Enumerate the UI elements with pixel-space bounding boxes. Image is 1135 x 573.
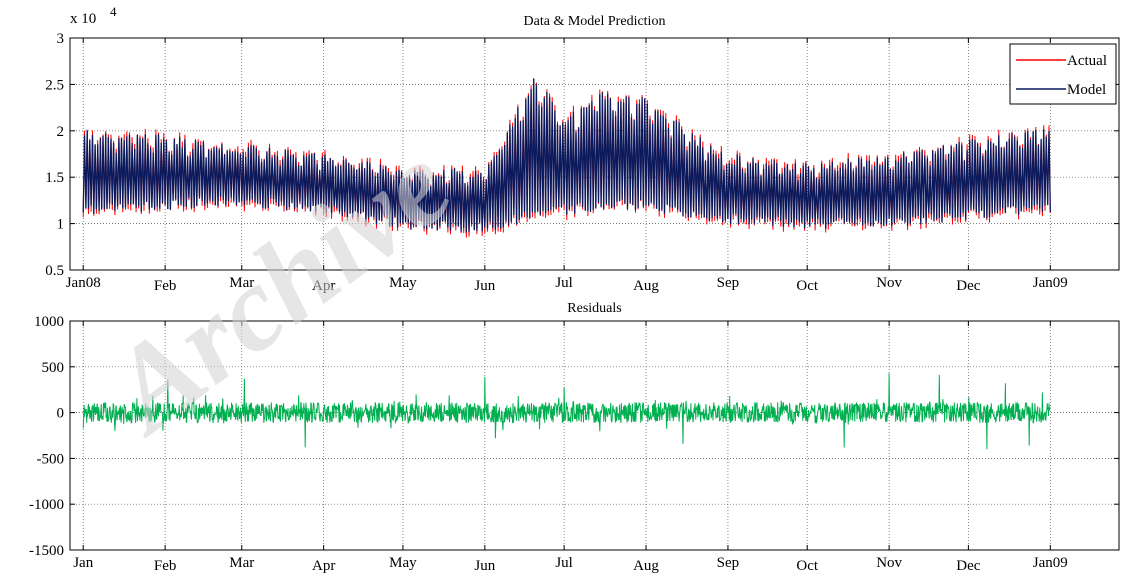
y-tick-label: 1	[57, 217, 65, 233]
prediction-chart: Jan08 Feb Mar Apr May Jun Jul Aug Sep Oct Nov Dec Ja…	[45, 4, 1120, 294]
prediction-ticks: Jan08 Feb Mar Apr May Jun Jul Aug Sep Oct Nov Dec Ja…	[45, 31, 1119, 294]
x-tick-label: Jun	[474, 558, 495, 573]
x-tick-label: Mar	[229, 555, 254, 571]
x-tick-label: Dec	[956, 558, 980, 573]
legend-label-actual: Actual	[1067, 53, 1107, 69]
y-tick-label: 3	[57, 31, 65, 47]
prediction-axes-frame	[69, 37, 1120, 271]
prediction-title: Data & Model Prediction	[524, 14, 666, 29]
residuals-plot-area	[70, 321, 1119, 550]
x-tick-label: Jul	[555, 555, 573, 571]
y-tick-label: -1500	[29, 543, 64, 559]
x-tick-label: Sep	[717, 275, 740, 291]
x-tick-label: Feb	[154, 278, 177, 294]
residuals-title: Residuals	[567, 301, 621, 316]
x-tick-label: Jul	[555, 275, 573, 291]
y-tick-label: 0	[57, 406, 65, 422]
series-line-actual	[82, 78, 1051, 238]
x-tick-label: Jun	[474, 278, 495, 294]
legend-label-model: Model	[1067, 82, 1106, 98]
y-tick-label: 1000	[34, 314, 64, 330]
series-line-model	[82, 78, 1051, 233]
y-tick-label: -1000	[29, 497, 64, 513]
x-tick-label: Nov	[876, 275, 902, 291]
x-tick-label: Apr	[312, 558, 335, 573]
x-tick-label: Feb	[154, 558, 177, 573]
x-tick-label: Oct	[796, 278, 818, 294]
residuals-series-group	[82, 373, 1051, 450]
y-tick-label: -500	[37, 451, 65, 467]
x-tick-label: Mar	[229, 275, 254, 291]
x-tick-label: Sep	[717, 555, 740, 571]
residuals-axes-frame	[69, 320, 1120, 551]
x-tick-label: Aug	[633, 558, 659, 573]
residuals-chart: Jan Feb Mar Apr May Jun Jul Aug Sep Oct Nov Dec Jan0…	[29, 301, 1120, 573]
residuals-ticks: Jan Feb Mar Apr May Jun Jul Aug Sep Oct Nov Dec Jan0…	[29, 314, 1119, 573]
y-tick-label: 500	[42, 360, 65, 376]
y-multiplier-label: x 10	[70, 11, 96, 27]
y-multiplier-exponent: 4	[110, 4, 117, 19]
x-tick-label: Oct	[796, 558, 818, 573]
y-tick-label: 1.5	[45, 170, 64, 186]
x-tick-label: May	[389, 275, 417, 291]
y-tick-label: 2.5	[45, 77, 64, 93]
x-tick-label: Jan	[73, 555, 93, 571]
x-tick-label: Dec	[956, 278, 980, 294]
prediction-series-group	[82, 78, 1051, 238]
x-tick-label: Jan09	[1033, 275, 1068, 291]
x-tick-label: Apr	[312, 278, 335, 294]
y-tick-label: 2	[57, 124, 65, 140]
x-tick-label: Nov	[876, 555, 902, 571]
x-tick-label: May	[389, 555, 417, 571]
legend: Actual Model	[1009, 43, 1117, 105]
x-tick-label: Jan08	[66, 275, 101, 291]
x-tick-label: Aug	[633, 278, 659, 294]
legend-box	[1009, 43, 1117, 105]
series-line-residuals	[82, 373, 1051, 450]
y-tick-label: 0.5	[45, 263, 64, 279]
x-tick-label: Jan09	[1033, 555, 1068, 571]
